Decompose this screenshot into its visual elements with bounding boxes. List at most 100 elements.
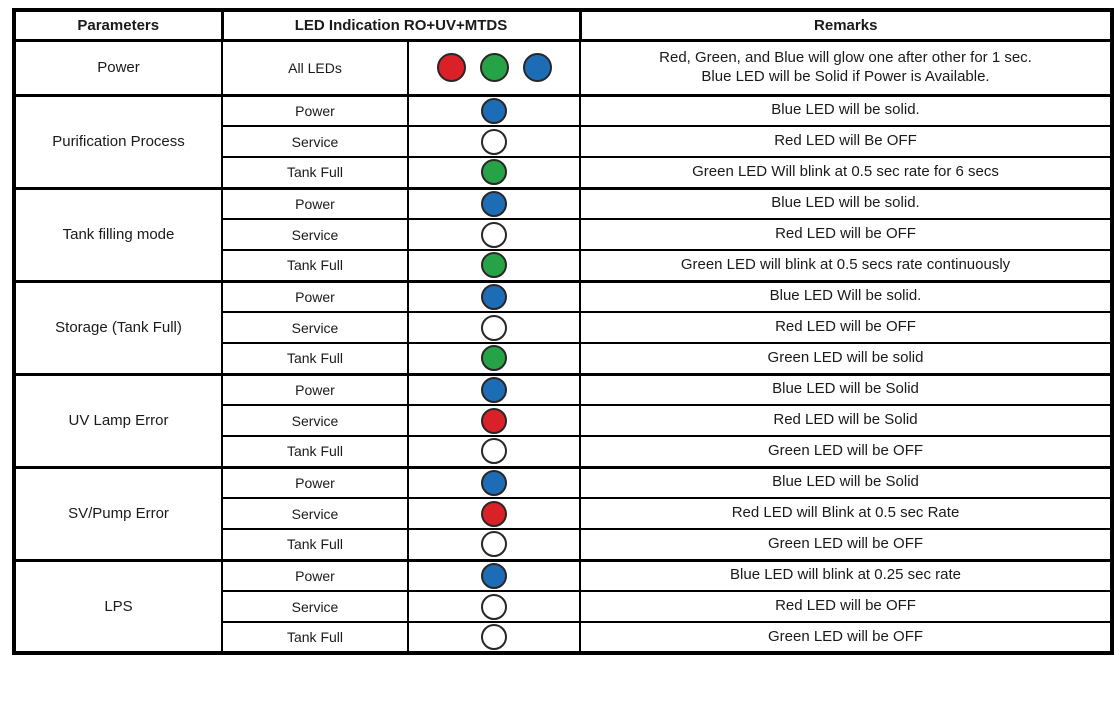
led-green-circle [481,252,507,279]
table-row: Service Red LED will be OFF [14,218,1114,251]
led-group [413,500,575,527]
header-parameters: Parameters [12,8,224,42]
led-group [413,563,575,589]
remark-cell: Blue LED will be solid. [579,186,1114,220]
remark-cell: Red LED will be OFF [579,590,1114,623]
led-indicator-cell [407,342,581,375]
table-row: SV/Pump Error Power Blue LED will be Sol… [12,465,1114,561]
remark-cell: Blue LED will blink at 0.25 sec rate [579,558,1114,592]
table-row: Storage (Tank Full) Power Blue LED Will … [12,279,1114,375]
led-label-cell: Power [221,465,409,499]
remark-cell: Green LED will be solid [579,342,1114,375]
table-row: UV Lamp Error Power Blue LED will be Sol… [12,372,1114,468]
remark-cell: Red LED will Blink at 0.5 sec Rate [579,497,1114,530]
led-indicator-cell [407,93,581,127]
led-green-circle [481,159,507,186]
table-row: Tank Full Green LED will be OFF [14,435,1114,468]
table-row: Service Red LED will be OFF [14,590,1114,623]
remark-cell: Red LED will Be OFF [579,125,1114,158]
led-label-cell: Tank Full [221,528,409,561]
led-blue-circle [481,377,507,403]
led-indicator-cell [407,404,581,437]
remark-cell: Blue LED Will be solid. [579,279,1114,313]
remark-cell: Green LED will be OFF [579,621,1114,655]
led-group [413,470,575,496]
led-blue-circle [481,563,507,589]
led-off-circle [481,624,507,649]
led-green-circle [481,345,507,372]
table-row: Service Red LED will be OFF [14,311,1114,344]
table-row: LPS Power Blue LED will blink at 0.25 se… [12,558,1114,654]
led-off-circle [481,531,507,558]
led-indicator-cell [407,497,581,530]
remark-cell: Green LED Will blink at 0.5 sec rate for… [579,156,1114,189]
led-group [413,314,575,341]
led-indicator-cell [407,435,581,468]
led-group [413,593,575,620]
remark-cell: Red LED will be OFF [579,311,1114,344]
led-indication-table-sheet: Parameters LED Indication RO+UV+MTDS Rem… [12,8,1114,655]
led-blue-circle [481,470,507,496]
table-row: Tank Full Green LED will be solid [14,342,1114,375]
led-indicator-cell [407,621,581,655]
led-label-cell: All LEDs [221,38,409,96]
led-red-circle [481,500,507,527]
parameter-cell: Power [12,38,223,96]
led-label-cell: Power [221,279,409,313]
led-label-cell: Service [221,590,409,623]
remark-cell: Red, Green, and Blue will glow one after… [579,38,1114,96]
led-off-circle [481,438,507,465]
led-label-cell: Tank Full [221,156,409,189]
led-label-cell: Service [221,311,409,344]
led-indicator-cell [407,125,581,158]
led-indicator-cell [407,372,581,406]
led-group [413,221,575,248]
table-row: Service Red LED will be Solid [14,404,1114,437]
led-off-circle [481,128,507,155]
led-label-cell: Power [221,558,409,592]
led-blue-circle [481,191,507,217]
remark-cell: Green LED will blink at 0.5 secs rate co… [579,249,1114,282]
led-label-cell: Service [221,218,409,251]
remark-cell: Red LED will be OFF [579,218,1114,251]
led-group [413,159,575,186]
led-blue-circle [481,98,507,124]
table-row: Tank Full Green LED will be OFF [14,528,1114,561]
led-group [413,377,575,403]
led-group [413,53,575,82]
led-label-cell: Service [221,497,409,530]
led-group [413,191,575,217]
led-off-circle [481,593,507,620]
led-indication-table: Parameters LED Indication RO+UV+MTDS Rem… [12,8,1114,655]
parameter-cell: UV Lamp Error [12,372,223,468]
led-label-cell: Power [221,186,409,220]
remark-cell: Blue LED will be Solid [579,465,1114,499]
remark-cell: Red LED will be Solid [579,404,1114,437]
table-row: Tank Full Green LED Will blink at 0.5 se… [14,156,1114,189]
led-off-circle [481,221,507,248]
led-indicator-cell [407,528,581,561]
table-row: Service Red LED will Blink at 0.5 sec Ra… [14,497,1114,530]
led-indicator-cell [407,156,581,189]
led-group [413,407,575,434]
led-group [413,252,575,279]
table-header-row: Parameters LED Indication RO+UV+MTDS Rem… [12,8,1114,42]
table-row: Tank Full Green LED will blink at 0.5 se… [14,249,1114,282]
table-row: Purification Process Power Blue LED will… [12,93,1114,189]
led-label-cell: Power [221,372,409,406]
led-group [413,624,575,649]
led-indicator-cell [407,311,581,344]
led-indicator-cell [407,186,581,220]
header-remarks: Remarks [578,8,1114,42]
led-blue-circle [481,284,507,310]
led-group [413,438,575,465]
parameter-cell: Tank filling mode [12,186,223,282]
parameter-cell: SV/Pump Error [12,465,223,561]
led-label-cell: Tank Full [221,621,409,655]
led-indicator-cell [407,558,581,592]
table-row: Tank Full Green LED will be OFF [14,621,1114,655]
led-group [413,128,575,155]
led-label-cell: Power [221,93,409,127]
led-blue-circle [522,53,552,82]
led-group [413,531,575,558]
